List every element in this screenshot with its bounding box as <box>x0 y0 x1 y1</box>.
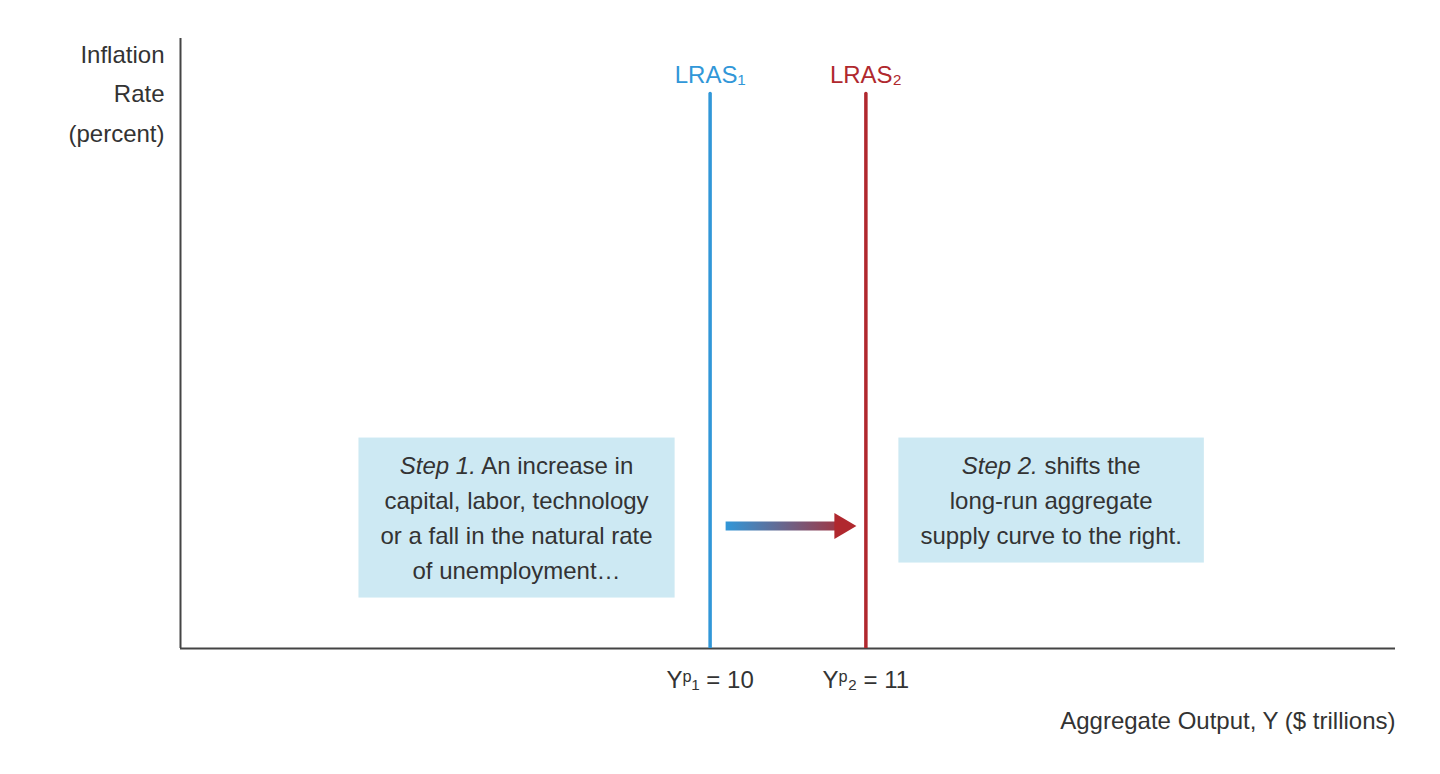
svg-text:Aggregate Output, Y ($ trillio: Aggregate Output, Y ($ trillions) <box>1060 707 1395 734</box>
svg-text:Yᵖ₁ = 10: Yᵖ₁ = 10 <box>666 666 753 693</box>
svg-text:LRAS₂: LRAS₂ <box>830 61 902 88</box>
svg-text:Yᵖ₂ = 11: Yᵖ₂ = 11 <box>823 666 910 693</box>
svg-text:LRAS₁: LRAS₁ <box>675 61 746 88</box>
svg-text:Step 1. An increase incapital,: Step 1. An increase incapital, labor, te… <box>380 452 652 584</box>
svg-text:Step 2. shifts thelong-run agg: Step 2. shifts thelong-run aggregatesupp… <box>920 452 1181 549</box>
svg-text:InflationRate(percent): InflationRate(percent) <box>68 41 164 147</box>
